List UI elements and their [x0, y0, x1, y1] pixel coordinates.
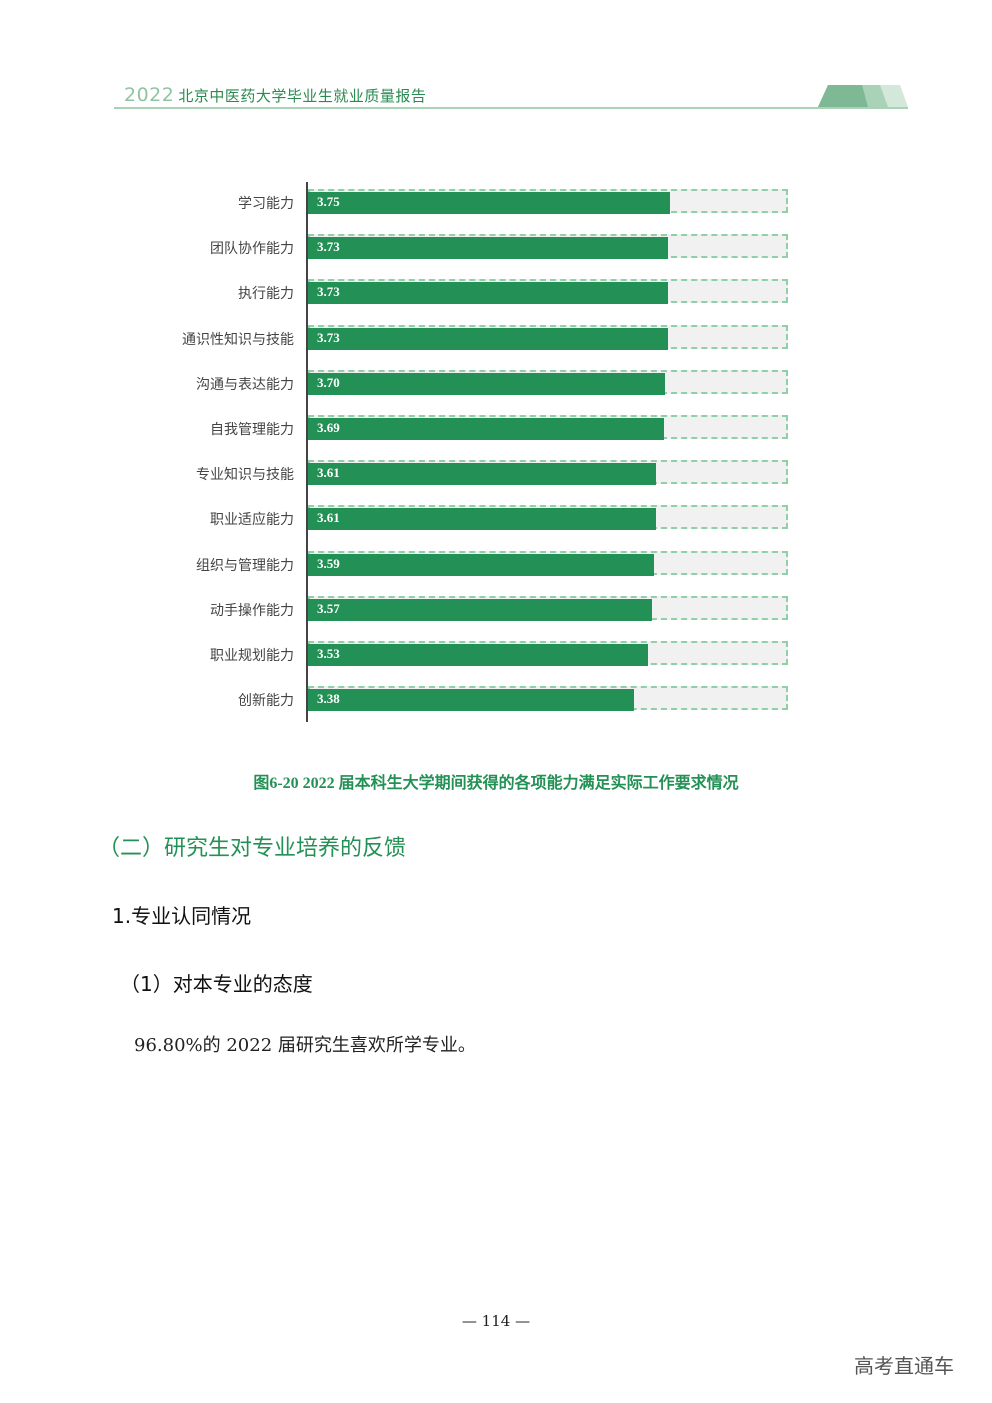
value-label: 3.73 — [317, 239, 340, 255]
value-label: 3.61 — [317, 465, 340, 481]
category-label: 团队协作能力 — [210, 241, 294, 258]
value-label: 3.53 — [317, 646, 340, 661]
bar — [308, 372, 665, 395]
header-year: 2022 — [124, 84, 175, 106]
value-label: 3.75 — [317, 194, 340, 209]
bar — [308, 418, 664, 440]
value-label: 3.70 — [317, 374, 340, 390]
bar — [308, 282, 668, 305]
bar — [308, 508, 656, 531]
category-label: 通识性知识与技能 — [182, 331, 294, 348]
bar — [308, 237, 668, 260]
value-label: 3.38 — [317, 691, 340, 707]
value-label: 3.69 — [317, 420, 340, 435]
bar — [308, 327, 668, 350]
header-decoration-icon — [818, 85, 908, 107]
header-rule — [114, 107, 908, 109]
body-paragraph: 96.80%的 2022 届研究生喜欢所学专业。 — [134, 1035, 476, 1056]
header-title: 2022 北京中医药大学毕业生就业质量报告 — [124, 84, 426, 106]
value-label: 3.73 — [317, 329, 340, 345]
category-label: 专业知识与技能 — [196, 467, 294, 484]
value-label: 3.61 — [317, 510, 340, 526]
category-label: 执行能力 — [238, 286, 294, 303]
header-text: 北京中医药大学毕业生就业质量报告 — [178, 87, 427, 105]
value-label: 3.73 — [317, 284, 340, 300]
ability-bar-chart: 学习能力 3.75 团队协作能力 3.73 执行能力 3.73 通识性知识与技能 3.73 沟通… — [182, 182, 788, 722]
category-label: 自我管理能力 — [210, 422, 294, 438]
bar — [308, 553, 655, 576]
figure-caption: 图6-20 2022 届本科生大学期间获得的各项能力满足实际工作要求情况 — [253, 775, 739, 792]
bar — [308, 192, 670, 214]
watermark: 高考直通车 — [854, 1354, 954, 1378]
y-axis — [306, 182, 308, 722]
category-label: 动手操作能力 — [210, 602, 294, 619]
section-heading: （二）研究生对专业培养的反馈 — [98, 836, 407, 861]
bar — [308, 463, 656, 486]
category-label: 学习能力 — [238, 196, 294, 212]
category-label: 职业适应能力 — [210, 512, 294, 529]
category-label: 沟通与表达能力 — [196, 376, 294, 393]
category-label: 组织与管理能力 — [196, 557, 294, 574]
bar — [308, 598, 653, 621]
page-number: — 114 — — [461, 1312, 531, 1330]
category-label: 职业规划能力 — [210, 648, 294, 664]
value-label: 3.57 — [317, 600, 340, 616]
subsection-heading: 1.专业认同情况 — [112, 904, 252, 928]
bar — [308, 689, 634, 712]
sub-subsection-heading: （1）对本专业的态度 — [120, 972, 313, 996]
bar — [308, 644, 649, 666]
category-label: 创新能力 — [238, 693, 294, 710]
value-label: 3.59 — [317, 555, 340, 571]
